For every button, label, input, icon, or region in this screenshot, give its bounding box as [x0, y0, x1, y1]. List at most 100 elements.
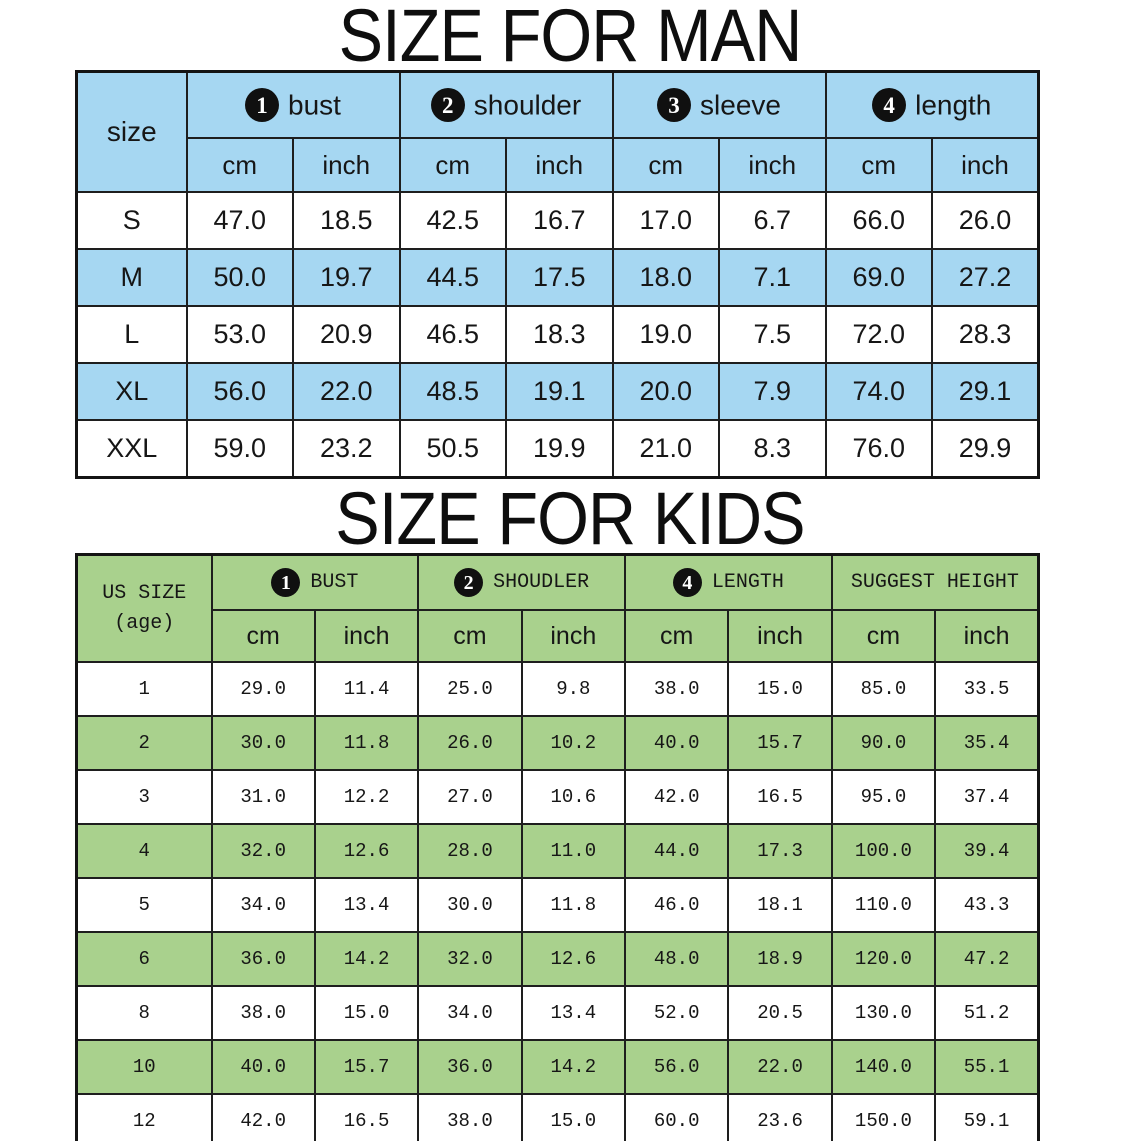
kids-group-header-row: US SIZE (age) 1 BUST 2 SHOUDLER 4 LENGTH SU…	[75, 553, 1040, 663]
unit-header-cm: cm	[398, 137, 507, 193]
unit-header-inch: inch	[505, 137, 614, 193]
unit-header-inch: inch	[931, 137, 1040, 193]
table-row: 2 30.0 11.8 26.0 10.2 40.0 15.7 90.0 35.4	[75, 715, 1040, 771]
measurement-value-cell: 7.9	[718, 362, 827, 421]
measurement-value-cell: 12.6	[520, 931, 627, 987]
measurement-value-cell: 39.4	[934, 823, 1040, 879]
measurement-value-cell: 7.5	[718, 305, 827, 364]
measurement-value-cell: 18.0	[611, 248, 720, 307]
measurement-value-cell: 11.0	[520, 823, 627, 879]
unit-header-cm: cm	[623, 609, 730, 663]
measurement-value-cell: 15.0	[313, 985, 420, 1041]
measurement-value-cell: 18.3	[505, 305, 614, 364]
measurement-value-cell: 29.9	[931, 419, 1040, 479]
measurement-value-cell: 18.1	[727, 877, 833, 933]
measurement-value-cell: 37.4	[934, 769, 1040, 825]
size-label-cell: 4	[75, 823, 213, 879]
measurement-value-cell: 27.2	[931, 248, 1040, 307]
measurement-value-cell: 69.0	[824, 248, 933, 307]
man-col-label-bust: bust	[288, 89, 341, 121]
size-label-cell: XL	[75, 362, 188, 421]
man-col-header-bust: 1 bust	[185, 70, 401, 139]
unit-header-cm: cm	[611, 137, 720, 193]
size-label-cell: 2	[75, 715, 213, 771]
measurement-value-cell: 10.2	[520, 715, 627, 771]
man-col-label-length: length	[915, 89, 992, 121]
measurement-value-cell: 15.7	[313, 1039, 420, 1095]
measurement-value-cell: 19.1	[505, 362, 614, 421]
measurement-value-cell: 23.6	[727, 1093, 833, 1141]
size-label-cell: L	[75, 305, 188, 364]
kids-col-label-suggest-height: SUGGEST HEIGHT	[850, 570, 1019, 594]
measurement-value-cell: 22.0	[292, 362, 401, 421]
measurement-value-cell: 60.0	[623, 1093, 730, 1141]
table-row: XL 56.0 22.0 48.5 19.1 20.0 7.9 74.0 29.1	[75, 362, 1040, 421]
table-row: 6 36.0 14.2 32.0 12.6 48.0 18.9 120.0 47.2	[75, 931, 1040, 987]
measurement-value-cell: 15.7	[727, 715, 833, 771]
measurement-value-cell: 16.5	[313, 1093, 420, 1141]
measurement-value-cell: 20.5	[727, 985, 833, 1041]
circled-2-icon: 2	[454, 568, 484, 597]
kids-size-table: US SIZE (age) 1 BUST 2 SHOUDLER 4 LENGTH SU…	[75, 553, 1040, 1141]
measurement-value-cell: 19.0	[611, 305, 720, 364]
measurement-value-cell: 95.0	[830, 769, 937, 825]
kids-corner-line1: US SIZE	[102, 581, 187, 605]
measurement-value-cell: 32.0	[417, 931, 523, 987]
measurement-value-cell: 52.0	[623, 985, 730, 1041]
measurement-value-cell: 26.0	[417, 715, 523, 771]
kids-table-body: 1 29.0 11.4 25.0 9.8 38.0 15.0 85.0 33.5 2 30.0 11.…	[75, 661, 1040, 1141]
measurement-value-cell: 28.3	[931, 305, 1040, 364]
measurement-value-cell: 14.2	[520, 1039, 627, 1095]
measurement-value-cell: 20.9	[292, 305, 401, 364]
measurement-value-cell: 17.3	[727, 823, 833, 879]
measurement-value-cell: 44.0	[623, 823, 730, 879]
man-col-label-sleeve: sleeve	[700, 89, 781, 121]
measurement-value-cell: 23.2	[292, 419, 401, 479]
measurement-value-cell: 56.0	[623, 1039, 730, 1095]
measurement-value-cell: 43.3	[934, 877, 1040, 933]
measurement-value-cell: 51.2	[934, 985, 1040, 1041]
unit-header-inch: inch	[934, 609, 1040, 663]
unit-header-cm: cm	[824, 137, 933, 193]
measurement-value-cell: 85.0	[830, 661, 937, 717]
size-label-cell: XXL	[75, 419, 188, 479]
table-row: S 47.0 18.5 42.5 16.7 17.0 6.7 66.0 26.0	[75, 191, 1040, 250]
measurement-value-cell: 7.1	[718, 248, 827, 307]
size-label-cell: 12	[75, 1093, 213, 1141]
measurement-value-cell: 38.0	[623, 661, 730, 717]
measurement-value-cell: 29.1	[931, 362, 1040, 421]
measurement-value-cell: 26.0	[931, 191, 1040, 250]
kids-col-header-bust: 1 BUST	[210, 553, 420, 611]
man-group-header-row: size 1 bust 2 shoulder 3 sleeve 4 length	[75, 70, 1040, 193]
measurement-value-cell: 90.0	[830, 715, 937, 771]
measurement-value-cell: 34.0	[210, 877, 316, 933]
man-table-header: size 1 bust 2 shoulder 3 sleeve 4 length cm …	[75, 70, 1040, 193]
measurement-value-cell: 28.0	[417, 823, 523, 879]
measurement-value-cell: 33.5	[934, 661, 1040, 717]
kids-col-header-shoulder: 2 SHOUDLER	[417, 553, 626, 611]
man-col-label-shoulder: shoulder	[473, 89, 582, 121]
measurement-value-cell: 8.3	[718, 419, 827, 479]
measurement-value-cell: 48.5	[398, 362, 507, 421]
measurement-value-cell: 20.0	[611, 362, 720, 421]
measurement-value-cell: 27.0	[417, 769, 523, 825]
table-row: 1 29.0 11.4 25.0 9.8 38.0 15.0 85.0 33.5	[75, 661, 1040, 717]
measurement-value-cell: 38.0	[210, 985, 316, 1041]
measurement-value-cell: 120.0	[830, 931, 937, 987]
size-label-cell: 10	[75, 1039, 213, 1095]
unit-header-cm: cm	[417, 609, 523, 663]
table-row: 3 31.0 12.2 27.0 10.6 42.0 16.5 95.0 37.4	[75, 769, 1040, 825]
man-size-corner-header: size	[75, 70, 188, 193]
measurement-value-cell: 17.0	[611, 191, 720, 250]
kids-corner-line2: (age)	[114, 611, 175, 635]
circled-2-icon: 2	[430, 88, 465, 123]
measurement-value-cell: 13.4	[313, 877, 420, 933]
measurement-value-cell: 48.0	[623, 931, 730, 987]
man-col-header-length: 4 length	[824, 70, 1040, 139]
kids-col-label-bust: BUST	[310, 571, 359, 594]
measurement-value-cell: 76.0	[824, 419, 933, 479]
table-row: 5 34.0 13.4 30.0 11.8 46.0 18.1 110.0 43.3	[75, 877, 1040, 933]
kids-col-header-suggest-height: SUGGEST HEIGHT	[830, 553, 1040, 611]
measurement-value-cell: 31.0	[210, 769, 316, 825]
